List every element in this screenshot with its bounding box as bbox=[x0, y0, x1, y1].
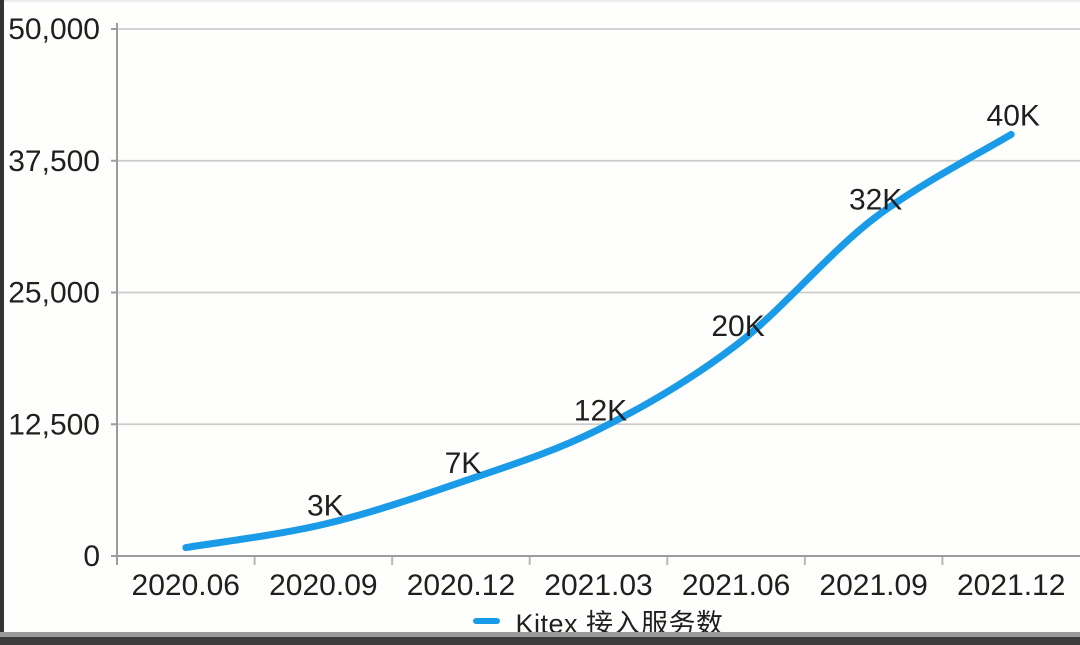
y-tick-label: 0 bbox=[83, 540, 100, 573]
data-point-label: 32K bbox=[849, 184, 902, 217]
screen-edge-bottom-gray bbox=[0, 632, 1080, 637]
x-tick-label: 2021.03 bbox=[544, 569, 652, 602]
data-point-label: 7K bbox=[445, 447, 482, 480]
x-tick-label: 2020.06 bbox=[132, 569, 240, 602]
data-point-label: 20K bbox=[711, 310, 764, 343]
screen-edge-left bbox=[0, 0, 4, 637]
screen-edge-top bbox=[0, 0, 1080, 2]
x-tick-label: 2021.06 bbox=[682, 569, 790, 602]
y-tick-label: 12,500 bbox=[8, 408, 100, 441]
data-point-label: 12K bbox=[574, 395, 627, 428]
data-point-label: 3K bbox=[307, 489, 344, 522]
y-tick-label: 37,500 bbox=[8, 145, 100, 178]
data-point-label: 40K bbox=[987, 99, 1040, 132]
y-tick-label: 25,000 bbox=[8, 277, 100, 310]
x-tick-label: 2020.09 bbox=[269, 569, 377, 602]
y-tick-label: 50,000 bbox=[8, 13, 100, 46]
x-tick-label: 2021.12 bbox=[957, 569, 1065, 602]
x-tick-label: 2021.09 bbox=[819, 569, 927, 602]
screen-edge-bottom-dark bbox=[0, 637, 1080, 645]
series-line bbox=[182, 130, 1015, 552]
x-tick-label: 2020.12 bbox=[407, 569, 515, 602]
